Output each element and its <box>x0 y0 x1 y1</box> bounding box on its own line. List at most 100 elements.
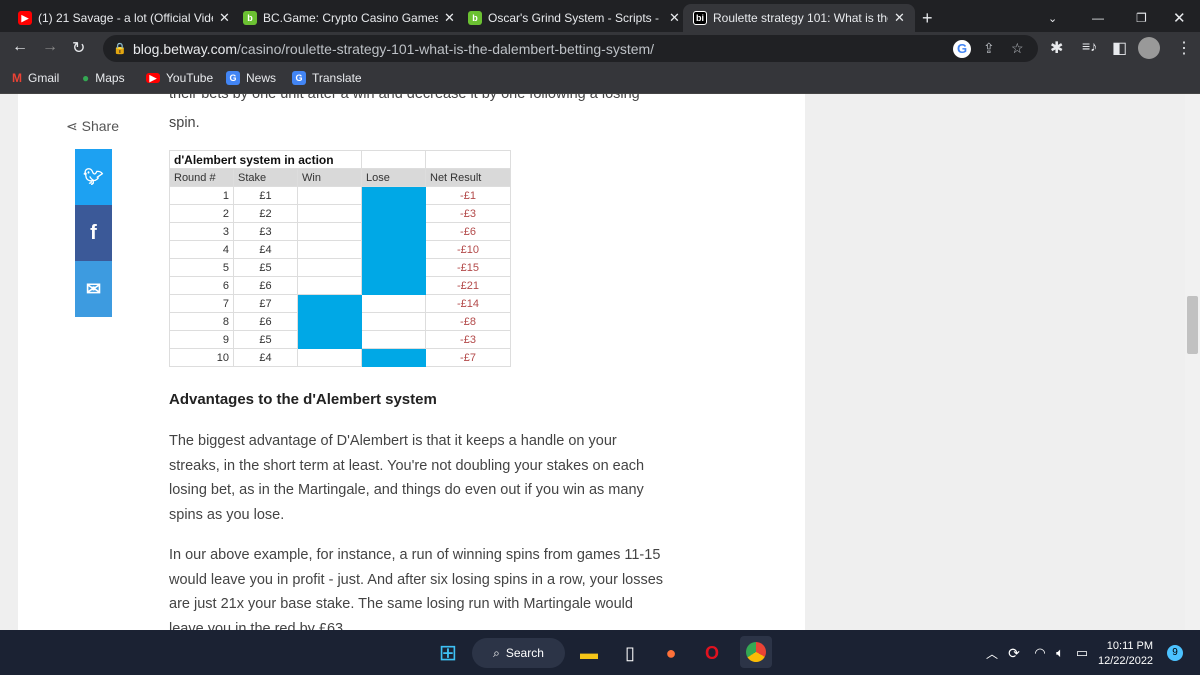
bookmark-maps[interactable]: ● Maps <box>82 71 125 85</box>
forward-icon[interactable]: → <box>42 38 58 55</box>
round-cell: 3 <box>169 222 234 241</box>
scrollbar[interactable] <box>1185 94 1200 630</box>
win-cell <box>297 276 362 295</box>
taskbar-search[interactable]: ⌕ Search <box>472 638 565 668</box>
wifi-icon[interactable]: ◠ <box>1034 645 1046 660</box>
table-row: 6 £6 -£21 <box>169 276 511 295</box>
news-icon: G <box>226 71 240 85</box>
table-header: Round # Stake Win Lose Net Result <box>169 168 511 187</box>
firefox-icon[interactable]: ● <box>665 642 677 663</box>
net-result-cell: -£14 <box>425 294 511 313</box>
notification-badge[interactable]: 9 <box>1167 645 1183 661</box>
stake-cell: £6 <box>233 312 298 331</box>
twitter-icon: 🐦︎ <box>83 169 104 186</box>
section-heading: Advantages to the d'Alembert system <box>169 391 437 408</box>
dalembert-table: d'Alembert system in action Round # Stak… <box>169 150 511 367</box>
net-result-cell: -£10 <box>425 240 511 259</box>
tab-roulette-strategy[interactable]: bi Roulette strategy 101: What is the ✕ <box>683 4 915 32</box>
table-row: 3 £3 -£6 <box>169 222 511 241</box>
maps-icon: ● <box>82 71 90 85</box>
net-result-cell: -£21 <box>425 276 511 295</box>
bookmark-news[interactable]: G News <box>226 71 276 85</box>
media-icon[interactable]: ≡♪ <box>1082 38 1098 54</box>
win-cell <box>297 294 362 313</box>
sidepanel-icon[interactable]: ◧ <box>1112 40 1128 57</box>
windows-start-icon[interactable]: ⊞ <box>438 640 458 665</box>
bookmark-gmail[interactable]: M Gmail <box>12 71 60 85</box>
new-tab-button[interactable]: + <box>922 7 933 28</box>
share-page-icon[interactable]: ⇪ <box>983 40 995 56</box>
bookmark-youtube[interactable]: ▶ YouTube <box>146 71 213 85</box>
net-result-cell: -£8 <box>425 312 511 331</box>
minimize-button[interactable]: — <box>1092 11 1104 25</box>
chrome-icon[interactable] <box>740 636 772 668</box>
share-label[interactable]: ⋖ Share <box>66 118 119 134</box>
round-cell: 2 <box>169 204 234 223</box>
opera-icon[interactable]: O <box>704 642 719 663</box>
tab-search-icon[interactable]: ⌄ <box>1048 12 1058 25</box>
table-row: 10 £4 -£7 <box>169 348 511 367</box>
email-share-button[interactable]: ✉ <box>75 261 112 317</box>
round-cell: 9 <box>169 330 234 349</box>
net-result-cell: -£15 <box>425 258 511 277</box>
article: their bets by one unit after a win and d… <box>18 94 805 630</box>
extensions-icon[interactable]: ✱ <box>1050 40 1064 57</box>
bookmark-star-icon[interactable]: ☆ <box>1011 40 1024 56</box>
google-icon[interactable]: G <box>953 39 971 58</box>
table-row: 8 £6 -£8 <box>169 312 511 331</box>
stake-cell: £5 <box>233 258 298 277</box>
sync-icon[interactable]: ⟳ <box>1008 644 1020 661</box>
youtube-icon: ▶ <box>146 73 160 83</box>
close-tab-icon[interactable]: ✕ <box>219 10 230 25</box>
avatar[interactable] <box>1138 37 1160 59</box>
file-explorer-icon[interactable]: ▬ <box>580 642 598 663</box>
taskbar: ⊞ ⌕ Search ▬ ▯ ● O ︿ ⟳ ◠ 🔈︎ ▭ 10:11 PM 12/… <box>0 630 1200 675</box>
paragraph: In our above example, for instance, a ru… <box>169 547 664 630</box>
close-tab-icon[interactable]: ✕ <box>894 10 905 25</box>
stake-cell: £1 <box>233 186 298 205</box>
page-viewport: their bets by one unit after a win and d… <box>0 94 1185 630</box>
lose-cell <box>361 312 426 331</box>
table-row: 1 £1 -£1 <box>169 186 511 205</box>
lose-cell <box>361 276 426 295</box>
volume-icon[interactable]: 🔈︎ <box>1056 645 1064 660</box>
close-tab-icon[interactable]: ✕ <box>669 10 680 25</box>
back-icon[interactable]: ← <box>12 38 28 55</box>
table-title: d'Alembert system in action <box>169 150 362 169</box>
browser-toolbar: ← → ↻ 🔒 blog.betway.com/casino/roulette-… <box>0 32 1200 64</box>
tray-chevron-icon[interactable]: ︿ <box>985 646 998 661</box>
menu-icon[interactable]: ⋮ <box>1176 40 1192 57</box>
tab-oscars-grind[interactable]: b Oscar's Grind System - Scripts - B ✕ <box>458 4 690 32</box>
lose-cell <box>361 222 426 241</box>
address-bar[interactable]: 🔒 blog.betway.com/casino/roulette-strate… <box>103 35 1038 62</box>
stake-cell: £4 <box>233 348 298 367</box>
lose-cell <box>361 240 426 259</box>
tab-youtube[interactable]: ▶ (1) 21 Savage - a lot (Official Vide ✕ <box>8 4 240 32</box>
round-cell: 8 <box>169 312 234 331</box>
twitter-share-button[interactable]: 🐦︎ <box>75 149 112 205</box>
bookmark-translate[interactable]: G Translate <box>292 71 362 85</box>
win-cell <box>297 258 362 277</box>
lose-cell <box>361 348 426 367</box>
net-result-cell: -£3 <box>425 330 511 349</box>
lose-cell <box>361 258 426 277</box>
close-window-button[interactable]: ✕ <box>1173 10 1186 27</box>
close-tab-icon[interactable]: ✕ <box>444 10 455 25</box>
battery-icon[interactable]: ▭ <box>1075 645 1089 660</box>
scrollbar-thumb[interactable] <box>1187 296 1198 354</box>
net-result-cell: -£1 <box>425 186 511 205</box>
restore-button[interactable]: ❐ <box>1136 11 1147 25</box>
stake-cell: £2 <box>233 204 298 223</box>
win-cell <box>297 240 362 259</box>
round-cell: 1 <box>169 186 234 205</box>
stake-cell: £7 <box>233 294 298 313</box>
tab-bcgame[interactable]: b BC.Game: Crypto Casino Games & ✕ <box>233 4 465 32</box>
net-result-cell: -£6 <box>425 222 511 241</box>
facebook-share-button[interactable]: f <box>75 205 112 261</box>
clock[interactable]: 10:11 PM 12/22/2022 <box>1098 640 1154 667</box>
notepad-icon[interactable]: ▯ <box>625 642 635 663</box>
table-row: 9 £5 -£3 <box>169 330 511 349</box>
paragraph: The biggest advantage of D'Alembert is t… <box>169 433 645 523</box>
reload-icon[interactable]: ↻ <box>72 40 86 57</box>
table-row: 4 £4 -£10 <box>169 240 511 259</box>
